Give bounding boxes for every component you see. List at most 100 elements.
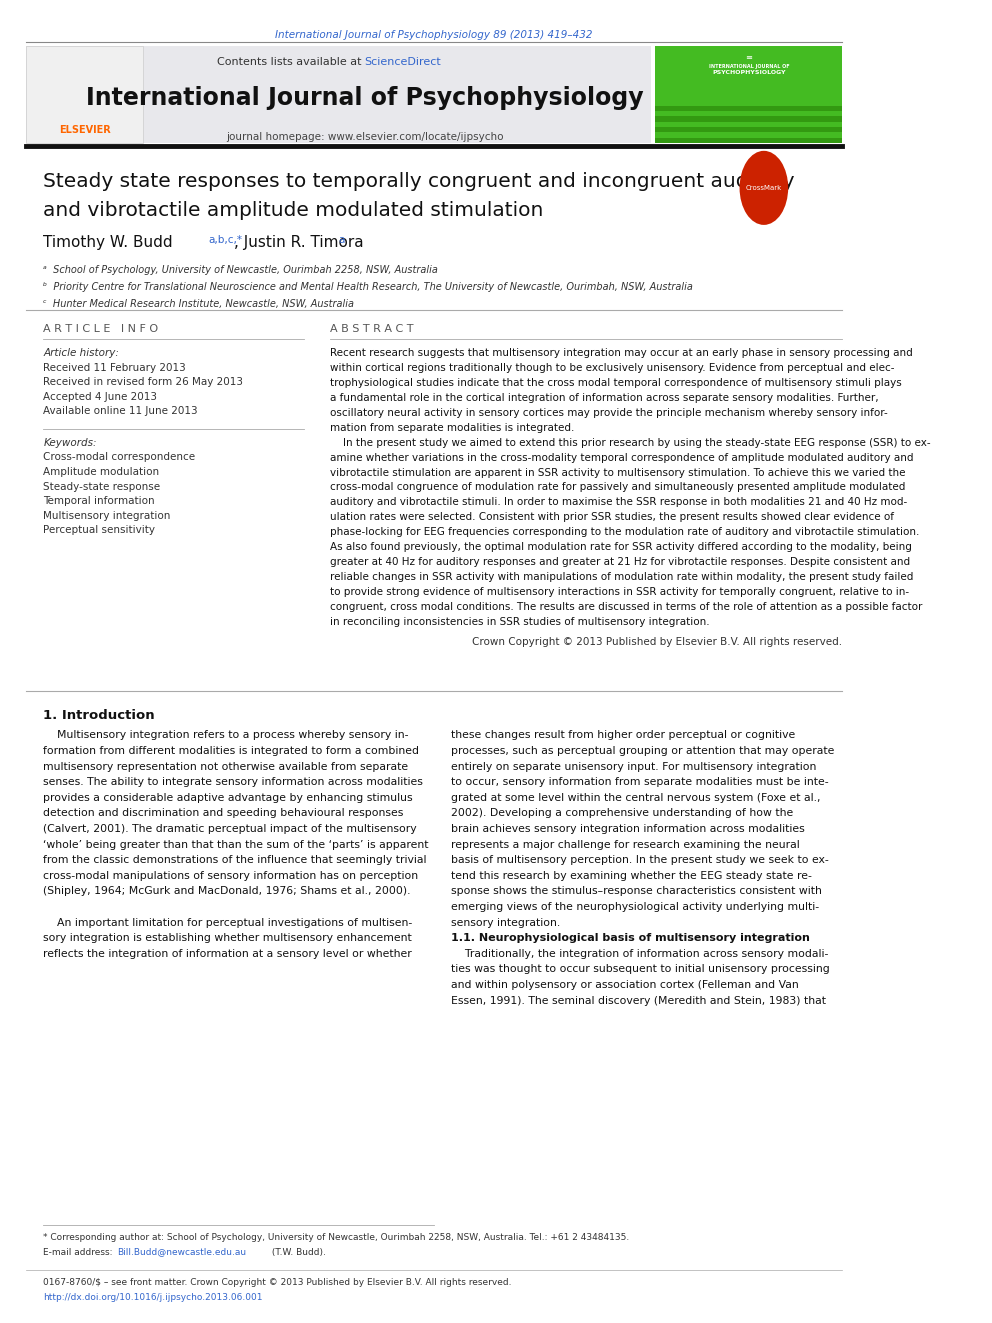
Text: a fundamental role in the cortical integration of information across separate se: a fundamental role in the cortical integ…	[330, 393, 879, 402]
Text: (Shipley, 1964; McGurk and MacDonald, 1976; Shams et al., 2000).: (Shipley, 1964; McGurk and MacDonald, 19…	[44, 886, 411, 897]
Text: As also found previously, the optimal modulation rate for SSR activity differed : As also found previously, the optimal mo…	[330, 542, 912, 552]
Text: Received in revised form 26 May 2013: Received in revised form 26 May 2013	[44, 377, 243, 388]
Bar	[656, 127, 842, 132]
Text: a,b,c,*: a,b,c,*	[208, 235, 242, 246]
Text: to occur, sensory information from separate modalities must be inte-: to occur, sensory information from separ…	[451, 777, 829, 787]
Text: 1. Introduction: 1. Introduction	[44, 709, 155, 722]
Bar	[656, 116, 842, 122]
Text: ᶜ  Hunter Medical Research Institute, Newcastle, NSW, Australia: ᶜ Hunter Medical Research Institute, New…	[44, 299, 354, 310]
Text: congruent, cross modal conditions. The results are discussed in terms of the rol: congruent, cross modal conditions. The r…	[330, 602, 923, 613]
Bar	[656, 138, 842, 143]
Text: Temporal information: Temporal information	[44, 496, 155, 507]
Text: vibrotactile stimulation are apparent in SSR activity to multisensory stimulatio: vibrotactile stimulation are apparent in…	[330, 467, 906, 478]
Text: and vibrotactile amplitude modulated stimulation: and vibrotactile amplitude modulated sti…	[44, 201, 544, 220]
Text: provides a considerable adaptive advantage by enhancing stimulus: provides a considerable adaptive advanta…	[44, 792, 413, 803]
Bar	[656, 46, 842, 143]
Text: brain achieves sensory integration information across modalities: brain achieves sensory integration infor…	[451, 824, 806, 833]
Text: ᵇ  Priority Centre for Translational Neuroscience and Mental Health Research, Th: ᵇ Priority Centre for Translational Neur…	[44, 282, 693, 292]
Text: * Corresponding author at: School of Psychology, University of Newcastle, Ourimb: * Corresponding author at: School of Psy…	[44, 1233, 630, 1242]
Bar	[656, 106, 842, 111]
Text: formation from different modalities is integrated to form a combined: formation from different modalities is i…	[44, 746, 420, 755]
Text: cross-modal congruence of modulation rate for passively and simultaneously prese: cross-modal congruence of modulation rat…	[330, 483, 906, 492]
Text: Traditionally, the integration of information across sensory modali-: Traditionally, the integration of inform…	[451, 949, 828, 959]
Text: and within polysensory or association cortex (Felleman and Van: and within polysensory or association co…	[451, 980, 800, 990]
Text: to provide strong evidence of multisensory interactions in SSR activity for temp: to provide strong evidence of multisenso…	[330, 587, 909, 597]
Text: processes, such as perceptual grouping or attention that may operate: processes, such as perceptual grouping o…	[451, 746, 834, 755]
Text: oscillatory neural activity in sensory cortices may provide the principle mechan: oscillatory neural activity in sensory c…	[330, 407, 888, 418]
Text: Multisensory integration refers to a process whereby sensory in-: Multisensory integration refers to a pro…	[44, 730, 409, 741]
Text: multisensory representation not otherwise available from separate: multisensory representation not otherwis…	[44, 762, 409, 771]
Text: amine whether variations in the cross-modality temporal correspondence of amplit: amine whether variations in the cross-mo…	[330, 452, 914, 463]
Text: Contents lists available at: Contents lists available at	[216, 57, 365, 67]
Circle shape	[740, 151, 789, 225]
Text: 1.1. Neurophysiological basis of multisensory integration: 1.1. Neurophysiological basis of multise…	[451, 933, 810, 943]
Text: detection and discrimination and speeding behavioural responses: detection and discrimination and speedin…	[44, 808, 404, 819]
Text: Keywords:: Keywords:	[44, 438, 97, 448]
Text: from the classic demonstrations of the influence that seemingly trivial: from the classic demonstrations of the i…	[44, 855, 427, 865]
Text: Timothy W. Budd: Timothy W. Budd	[44, 235, 178, 250]
Text: mation from separate modalities is integrated.: mation from separate modalities is integ…	[330, 422, 574, 433]
Text: sensory integration.: sensory integration.	[451, 918, 560, 927]
Text: Crown Copyright © 2013 Published by Elsevier B.V. All rights reserved.: Crown Copyright © 2013 Published by Else…	[472, 638, 842, 647]
Text: greater at 40 Hz for auditory responses and greater at 21 Hz for vibrotactile re: greater at 40 Hz for auditory responses …	[330, 557, 910, 568]
Text: E-mail address:: E-mail address:	[44, 1248, 116, 1257]
Text: Perceptual sensitivity: Perceptual sensitivity	[44, 525, 156, 536]
Text: An important limitation for perceptual investigations of multisen-: An important limitation for perceptual i…	[44, 918, 413, 927]
Text: Essen, 1991). The seminal discovery (Meredith and Stein, 1983) that: Essen, 1991). The seminal discovery (Mer…	[451, 996, 826, 1005]
Text: trophysiological studies indicate that the cross modal temporal correspondence o: trophysiological studies indicate that t…	[330, 378, 902, 388]
Text: represents a major challenge for research examining the neural: represents a major challenge for researc…	[451, 840, 801, 849]
Text: Accepted 4 June 2013: Accepted 4 June 2013	[44, 392, 158, 402]
Text: grated at some level within the central nervous system (Foxe et al.,: grated at some level within the central …	[451, 792, 820, 803]
Text: A B S T R A C T: A B S T R A C T	[330, 324, 414, 335]
Text: Received 11 February 2013: Received 11 February 2013	[44, 363, 186, 373]
Text: ‘whole’ being greater than that than the sum of the ‘parts’ is apparent: ‘whole’ being greater than that than the…	[44, 840, 429, 849]
Text: CrossMark: CrossMark	[746, 185, 782, 191]
Text: International Journal of Psychophysiology 89 (2013) 419–432: International Journal of Psychophysiolog…	[275, 30, 593, 41]
Text: Article history:: Article history:	[44, 348, 119, 359]
Text: phase-locking for EEG frequencies corresponding to the modulation rate of audito: phase-locking for EEG frequencies corres…	[330, 528, 920, 537]
Text: in reconciling inconsistencies in SSR studies of multisensory integration.: in reconciling inconsistencies in SSR st…	[330, 617, 709, 627]
Text: a: a	[338, 235, 345, 246]
Text: Recent research suggests that multisensory integration may occur at an early pha: Recent research suggests that multisenso…	[330, 348, 913, 359]
Text: ties was thought to occur subsequent to initial unisensory processing: ties was thought to occur subsequent to …	[451, 964, 830, 975]
Text: http://dx.doi.org/10.1016/j.ijpsycho.2013.06.001: http://dx.doi.org/10.1016/j.ijpsycho.201…	[44, 1293, 263, 1302]
Text: 0167-8760/$ – see front matter. Crown Copyright © 2013 Published by Elsevier B.V: 0167-8760/$ – see front matter. Crown Co…	[44, 1278, 512, 1287]
Text: tend this research by examining whether the EEG steady state re-: tend this research by examining whether …	[451, 871, 812, 881]
Text: within cortical regions traditionally though to be exclusively unisensory. Evide: within cortical regions traditionally th…	[330, 363, 895, 373]
Text: sory integration is establishing whether multisensory enhancement: sory integration is establishing whether…	[44, 933, 412, 943]
Text: cross-modal manipulations of sensory information has on perception: cross-modal manipulations of sensory inf…	[44, 871, 419, 881]
Text: ≡: ≡	[746, 53, 753, 62]
Text: Amplitude modulation: Amplitude modulation	[44, 467, 160, 478]
Text: International Journal of Psychophysiology: International Journal of Psychophysiolog…	[85, 86, 644, 110]
Text: reflects the integration of information at a sensory level or whether: reflects the integration of information …	[44, 949, 412, 959]
Text: ulation rates were selected. Consistent with prior SSR studies, the present resu: ulation rates were selected. Consistent …	[330, 512, 894, 523]
Text: Available online 11 June 2013: Available online 11 June 2013	[44, 406, 198, 417]
Text: ELSEVIER: ELSEVIER	[60, 124, 111, 135]
Text: Steady state responses to temporally congruent and incongruent auditory: Steady state responses to temporally con…	[44, 172, 795, 191]
Text: journal homepage: www.elsevier.com/locate/ijpsycho: journal homepage: www.elsevier.com/locat…	[226, 132, 503, 143]
Text: auditory and vibrotactile stimuli. In order to maximise the SSR response in both: auditory and vibrotactile stimuli. In or…	[330, 497, 907, 508]
Text: In the present study we aimed to extend this prior research by using the steady-: In the present study we aimed to extend …	[330, 438, 930, 447]
Text: A R T I C L E   I N F O: A R T I C L E I N F O	[44, 324, 159, 335]
Text: Bill.Budd@newcastle.edu.au: Bill.Budd@newcastle.edu.au	[117, 1248, 246, 1257]
Bar	[26, 46, 143, 143]
Text: sponse shows the stimulus–response characteristics consistent with: sponse shows the stimulus–response chara…	[451, 886, 822, 897]
Text: Cross-modal correspondence: Cross-modal correspondence	[44, 452, 195, 463]
Text: Steady-state response: Steady-state response	[44, 482, 161, 492]
Text: emerging views of the neurophysiological activity underlying multi-: emerging views of the neurophysiological…	[451, 902, 819, 912]
Text: reliable changes in SSR activity with manipulations of modulation rate within mo: reliable changes in SSR activity with ma…	[330, 572, 914, 582]
Text: Multisensory integration: Multisensory integration	[44, 511, 171, 521]
Text: ᵃ  School of Psychology, University of Newcastle, Ourimbah 2258, NSW, Australia: ᵃ School of Psychology, University of Ne…	[44, 265, 438, 275]
Text: entirely on separate unisensory input. For multisensory integration: entirely on separate unisensory input. F…	[451, 762, 816, 771]
Text: senses. The ability to integrate sensory information across modalities: senses. The ability to integrate sensory…	[44, 777, 424, 787]
Text: basis of multisensory perception. In the present study we seek to ex-: basis of multisensory perception. In the…	[451, 855, 829, 865]
Text: (T.W. Budd).: (T.W. Budd).	[269, 1248, 326, 1257]
Bar	[26, 46, 651, 143]
Text: 2002). Developing a comprehensive understanding of how the: 2002). Developing a comprehensive unders…	[451, 808, 794, 819]
Text: , Justin R. Timora: , Justin R. Timora	[234, 235, 369, 250]
Text: (Calvert, 2001). The dramatic perceptual impact of the multisensory: (Calvert, 2001). The dramatic perceptual…	[44, 824, 417, 833]
Text: INTERNATIONAL JOURNAL OF: INTERNATIONAL JOURNAL OF	[709, 64, 790, 69]
Text: PSYCHOPHYSIOLOGY: PSYCHOPHYSIOLOGY	[712, 70, 786, 75]
Text: ScienceDirect: ScienceDirect	[365, 57, 441, 67]
Text: these changes result from higher order perceptual or cognitive: these changes result from higher order p…	[451, 730, 796, 741]
